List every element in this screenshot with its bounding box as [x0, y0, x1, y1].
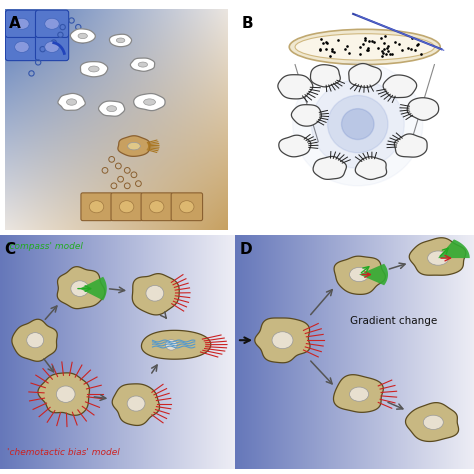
Ellipse shape	[146, 285, 164, 301]
Polygon shape	[438, 239, 470, 258]
Polygon shape	[349, 64, 381, 87]
Polygon shape	[99, 101, 125, 116]
Polygon shape	[141, 330, 211, 359]
FancyBboxPatch shape	[141, 193, 173, 220]
Ellipse shape	[71, 281, 89, 296]
FancyBboxPatch shape	[5, 33, 38, 61]
Ellipse shape	[45, 18, 59, 29]
Text: B: B	[242, 16, 253, 31]
Polygon shape	[279, 135, 311, 157]
Ellipse shape	[295, 34, 434, 60]
Polygon shape	[57, 267, 105, 309]
Ellipse shape	[89, 66, 99, 72]
Polygon shape	[310, 65, 340, 87]
Ellipse shape	[89, 201, 104, 213]
Ellipse shape	[56, 386, 75, 402]
Ellipse shape	[45, 41, 59, 53]
Polygon shape	[334, 256, 385, 294]
Ellipse shape	[165, 340, 177, 350]
Text: A: A	[9, 16, 21, 31]
Ellipse shape	[107, 106, 117, 111]
Polygon shape	[255, 318, 310, 363]
Ellipse shape	[349, 267, 369, 282]
FancyBboxPatch shape	[111, 193, 142, 220]
Text: D: D	[239, 242, 252, 256]
Circle shape	[311, 80, 404, 168]
Ellipse shape	[349, 387, 369, 401]
Ellipse shape	[119, 201, 134, 213]
Polygon shape	[109, 34, 132, 47]
Circle shape	[328, 95, 388, 153]
Polygon shape	[12, 319, 57, 361]
Polygon shape	[407, 98, 438, 120]
Polygon shape	[292, 105, 321, 126]
FancyBboxPatch shape	[81, 193, 112, 220]
Polygon shape	[383, 75, 417, 98]
Polygon shape	[394, 134, 427, 157]
Text: C: C	[5, 242, 16, 256]
Text: 'chemotactic bias' model: 'chemotactic bias' model	[7, 448, 120, 457]
Polygon shape	[313, 156, 346, 179]
Ellipse shape	[138, 62, 147, 67]
Ellipse shape	[127, 396, 145, 411]
Polygon shape	[359, 264, 388, 285]
Polygon shape	[119, 138, 149, 154]
Polygon shape	[134, 93, 165, 110]
FancyBboxPatch shape	[36, 10, 69, 37]
Polygon shape	[356, 157, 387, 180]
Ellipse shape	[78, 33, 87, 38]
Polygon shape	[112, 384, 160, 426]
Ellipse shape	[144, 99, 155, 105]
Ellipse shape	[289, 29, 440, 64]
Polygon shape	[130, 58, 155, 71]
Ellipse shape	[180, 201, 194, 213]
Text: 'compass' model: 'compass' model	[7, 242, 83, 251]
Ellipse shape	[15, 41, 29, 53]
Text: Gradient change: Gradient change	[349, 316, 437, 326]
Ellipse shape	[27, 333, 44, 348]
Polygon shape	[80, 277, 107, 301]
Polygon shape	[70, 29, 95, 43]
Ellipse shape	[116, 38, 125, 43]
Ellipse shape	[128, 143, 139, 149]
FancyBboxPatch shape	[171, 193, 202, 220]
Polygon shape	[334, 375, 383, 412]
Polygon shape	[278, 75, 313, 99]
Ellipse shape	[128, 142, 140, 150]
Ellipse shape	[428, 251, 448, 265]
Polygon shape	[58, 93, 85, 110]
Ellipse shape	[15, 18, 29, 29]
Polygon shape	[132, 273, 179, 315]
Polygon shape	[81, 62, 108, 77]
Ellipse shape	[66, 99, 77, 105]
Polygon shape	[406, 402, 458, 441]
Polygon shape	[38, 373, 90, 415]
FancyBboxPatch shape	[36, 33, 69, 61]
Polygon shape	[118, 136, 150, 156]
Ellipse shape	[423, 415, 443, 429]
Ellipse shape	[149, 201, 164, 213]
Ellipse shape	[272, 332, 293, 349]
Circle shape	[341, 109, 374, 139]
FancyBboxPatch shape	[5, 10, 38, 37]
Polygon shape	[409, 238, 466, 275]
